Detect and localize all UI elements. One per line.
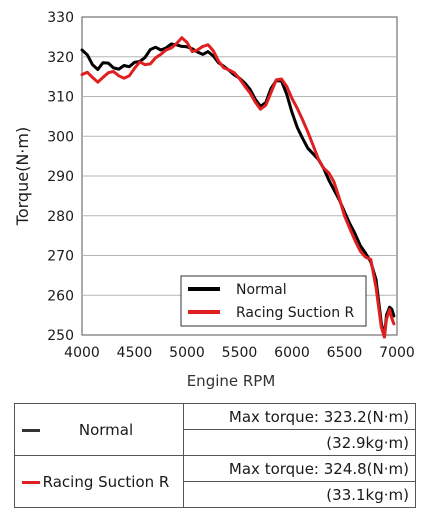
x-tick-labels: 4000 4500 5000 5500 6000 6500 7000 — [64, 345, 415, 361]
x-axis-label: Engine RPM — [187, 372, 276, 390]
row-name-normal: Normal — [14, 403, 184, 456]
y-tick-300: 300 — [47, 129, 74, 145]
row-label: Racing Suction R — [42, 472, 170, 491]
y-tick-260: 260 — [47, 288, 74, 304]
y-tick-310: 310 — [47, 90, 74, 106]
max-torque-kgm-racing: (33.1kg·m) — [183, 481, 416, 508]
x-tick-5000: 5000 — [169, 345, 205, 361]
table-row-normal: Normal Max torque: 323.2(N·m) — [14, 403, 416, 456]
y-axis-label: Torque(N·m) — [13, 127, 32, 226]
torque-chart: 250 260 270 280 290 300 310 320 330 4000 4500 5000… — [13, 10, 415, 390]
max-torque-nm-racing: Max torque: 324.8(N·m) — [183, 455, 416, 482]
x-tick-6500: 6500 — [327, 345, 363, 361]
racing-line-swatch — [22, 480, 40, 484]
legend-label-normal: Normal — [236, 282, 287, 298]
y-tick-250: 250 — [47, 328, 74, 344]
legend-box — [180, 275, 367, 327]
series-line-racing-suction-r — [80, 36, 396, 339]
y-tick-labels: 250 260 270 280 290 300 310 320 330 — [47, 10, 74, 344]
y-tick-290: 290 — [47, 169, 74, 185]
table-row-racing-kgm: (33.1kg·m) — [15, 481, 416, 508]
max-torque-kgm-normal: (32.9kg·m) — [183, 429, 416, 456]
row-label: Normal — [78, 420, 134, 439]
max-torque-table: Normal Max torque: 323.2(N·m) (32.9kg·m)… — [14, 403, 416, 508]
legend: Normal Racing Suction R — [180, 275, 367, 327]
y-tick-270: 270 — [47, 249, 74, 265]
x-tick-6000: 6000 — [274, 345, 310, 361]
y-tick-320: 320 — [47, 50, 74, 66]
legend-label-racing: Racing Suction R — [236, 305, 355, 321]
normal-line-swatch — [22, 428, 40, 432]
x-tick-4500: 4500 — [117, 345, 153, 361]
series-line-normal — [80, 42, 396, 339]
x-tick-7000: 7000 — [379, 345, 415, 361]
row-name-racing: Racing Suction R — [14, 455, 184, 508]
x-tick-4000: 4000 — [64, 345, 100, 361]
max-torque-nm-normal: Max torque: 323.2(N·m) — [183, 403, 416, 430]
series-lines — [80, 36, 396, 339]
y-tick-280: 280 — [47, 209, 74, 225]
x-tick-5500: 5500 — [222, 345, 258, 361]
table-row-normal-kgm: (32.9kg·m) — [15, 429, 416, 456]
table-row-racing: Racing Suction R Max torque: 324.8(N·m) — [14, 455, 416, 508]
y-tick-330: 330 — [47, 10, 74, 26]
